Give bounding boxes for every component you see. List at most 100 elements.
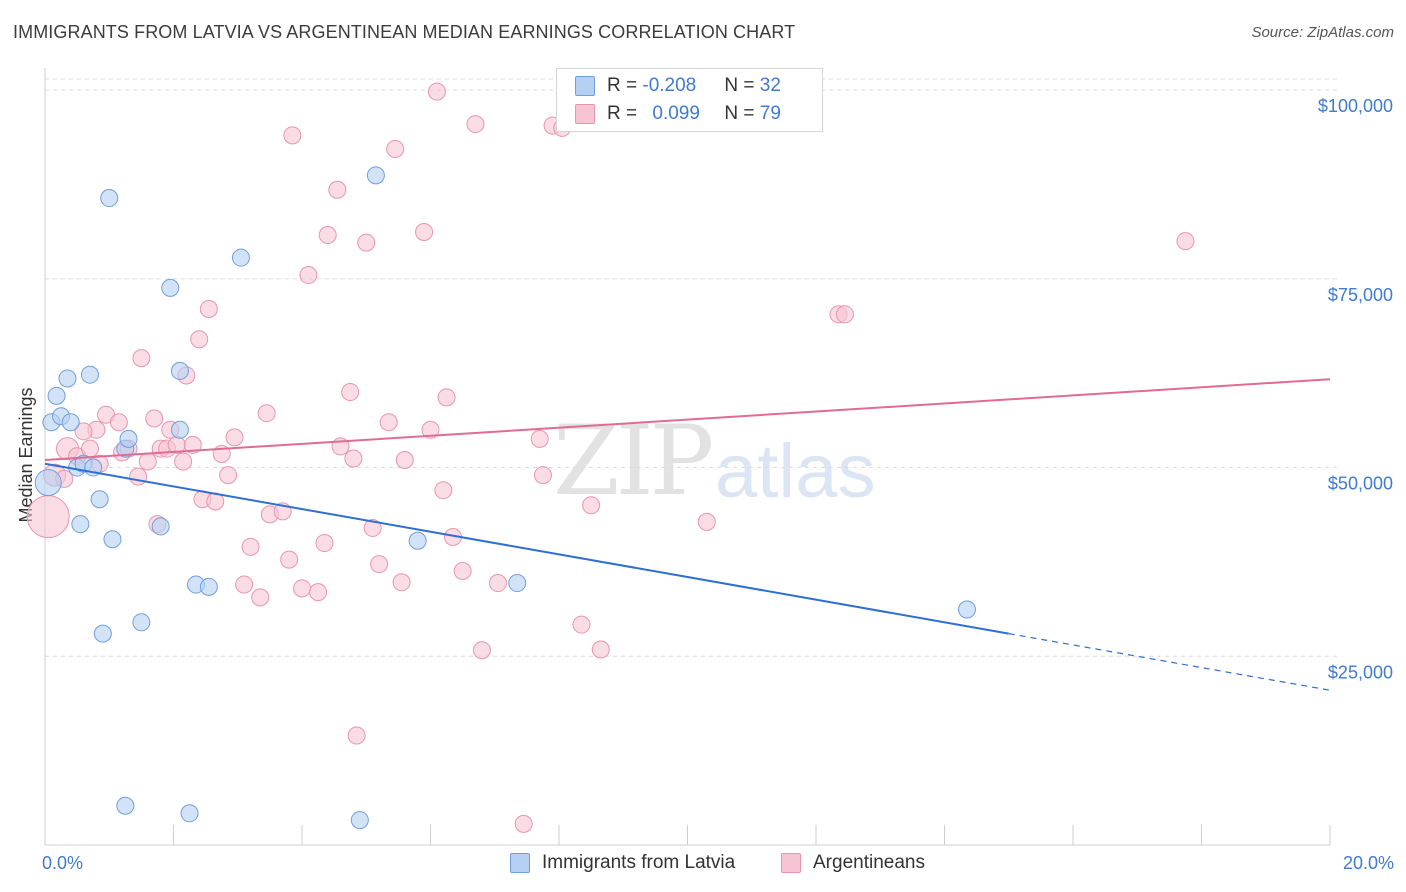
argentinean-point — [219, 466, 238, 485]
x-tick-label: 0.0% — [42, 853, 83, 873]
latvia-point — [61, 413, 80, 432]
latvia-point — [199, 577, 218, 596]
argentinean-point — [235, 575, 254, 594]
argentinean-point — [591, 640, 610, 659]
latvia-point — [366, 166, 385, 185]
legend-latvia-r-label: R = — [607, 75, 643, 96]
argentinean-point — [835, 305, 854, 324]
latvia-point — [957, 600, 976, 619]
legend-arg-n-label: N = — [724, 103, 760, 124]
argentinean-point — [582, 496, 601, 515]
argentinean-point — [466, 115, 485, 134]
legend-item-latvia-label: Immigrants from Latvia — [542, 852, 736, 873]
argentinean-point — [293, 579, 311, 598]
argentinean-point — [379, 413, 398, 432]
argentinean-point — [347, 726, 366, 745]
latvia-point — [58, 369, 77, 388]
argentinean-point — [533, 466, 552, 485]
argentinean-point — [132, 349, 151, 368]
latvia-point — [47, 386, 66, 405]
argentinean-point — [183, 435, 202, 454]
argentinean-point — [251, 588, 270, 607]
argentinean-point — [392, 573, 411, 592]
argentinean-point — [80, 439, 99, 458]
argentinean-point — [315, 534, 334, 553]
argentinean-point — [421, 420, 440, 439]
legend-latvia-n-label: N = — [724, 75, 760, 96]
argentinean-legend-swatch-icon — [781, 853, 801, 873]
argentinean-point — [309, 583, 328, 602]
argentinean-point — [199, 300, 218, 319]
latvia-point — [34, 469, 62, 497]
legend-row-latvia: R = -0.208 N = 32 — [575, 74, 781, 98]
argentinean-point — [572, 615, 591, 634]
argentinean-swatch-icon — [575, 104, 595, 124]
latvia-point — [161, 278, 180, 297]
y-tick-label: $75,000 — [1328, 285, 1393, 305]
y-tick-label: $25,000 — [1328, 662, 1393, 682]
x-tick-label: 20.0% — [1343, 853, 1394, 873]
argentinean-point — [472, 641, 491, 660]
latvia-point — [170, 420, 189, 439]
latvia-legend-swatch-icon — [510, 853, 530, 873]
argentinean-point — [453, 561, 472, 580]
latvia-point — [151, 517, 170, 536]
data-points — [26, 82, 1195, 833]
latvia-point — [71, 515, 90, 534]
latvia-point — [350, 811, 369, 830]
latvia-trend-extension — [1008, 633, 1331, 691]
argentinean-point — [109, 413, 128, 432]
source-label: Source: ZipAtlas.com — [1251, 24, 1394, 41]
chart-title: IMMIGRANTS FROM LATVIA VS ARGENTINEAN ME… — [13, 22, 796, 42]
latvia-point — [170, 361, 189, 380]
argentinean-point — [488, 574, 507, 593]
argentinean-point — [386, 139, 405, 158]
argentinean-point — [363, 518, 382, 537]
latvia-point — [119, 429, 138, 448]
argentinean-point — [434, 481, 453, 500]
latvia-point — [116, 796, 135, 815]
argentinean-point — [241, 537, 260, 556]
argentinean-trend-line — [44, 378, 1331, 461]
y-axis-label: Median Earnings — [16, 387, 36, 522]
argentinean-point — [74, 422, 93, 441]
argentinean-point — [280, 550, 299, 569]
legend-arg-r-value: 0.099 — [652, 103, 700, 124]
argentinean-point — [514, 814, 533, 833]
argentinean-point — [437, 388, 456, 407]
argentinean-point — [370, 555, 389, 574]
latvia-point — [180, 804, 199, 823]
argentinean-point — [225, 428, 244, 447]
latvia-point — [90, 490, 109, 509]
y-tick-label: $50,000 — [1328, 474, 1393, 494]
argentinean-point — [328, 180, 347, 199]
trend-lines — [44, 378, 1331, 691]
argentinean-point — [299, 266, 318, 285]
legend-item-argentinean-label: Argentineans — [813, 852, 925, 873]
legend-latvia-r-value: -0.208 — [642, 75, 697, 96]
argentinean-point — [427, 82, 446, 101]
series-legend: Immigrants from Latvia Argentineans — [0, 852, 1406, 878]
argentinean-point — [138, 452, 157, 471]
argentinean-point — [174, 452, 193, 471]
legend-arg-n-value: 79 — [759, 103, 781, 124]
legend-item-argentinean[interactable]: Argentineans — [781, 852, 925, 874]
latvia-point — [103, 530, 122, 549]
latvia-trend-line — [44, 462, 1009, 635]
argentinean-point — [190, 330, 209, 349]
argentinean-point — [530, 429, 549, 448]
argentinean-point — [395, 451, 414, 469]
axes — [44, 68, 1331, 846]
latvia-point — [100, 189, 119, 208]
latvia-point — [132, 613, 151, 632]
tick-labels: $25,000 $50,000 $75,000 $100,000 0.0% 20.0% Me… — [16, 96, 1394, 873]
argentinean-point — [1176, 232, 1195, 251]
argentinean-point — [697, 512, 716, 531]
argentinean-point — [283, 126, 302, 145]
y-tick-label: $100,000 — [1318, 96, 1393, 116]
legend-arg-r-label: R = — [607, 103, 643, 124]
legend-item-latvia[interactable]: Immigrants from Latvia — [510, 852, 735, 874]
latvia-point — [93, 624, 112, 643]
latvia-point — [80, 365, 99, 384]
correlation-legend: R = -0.208 N = 32 R = 0.099 N = 79 — [556, 68, 823, 132]
